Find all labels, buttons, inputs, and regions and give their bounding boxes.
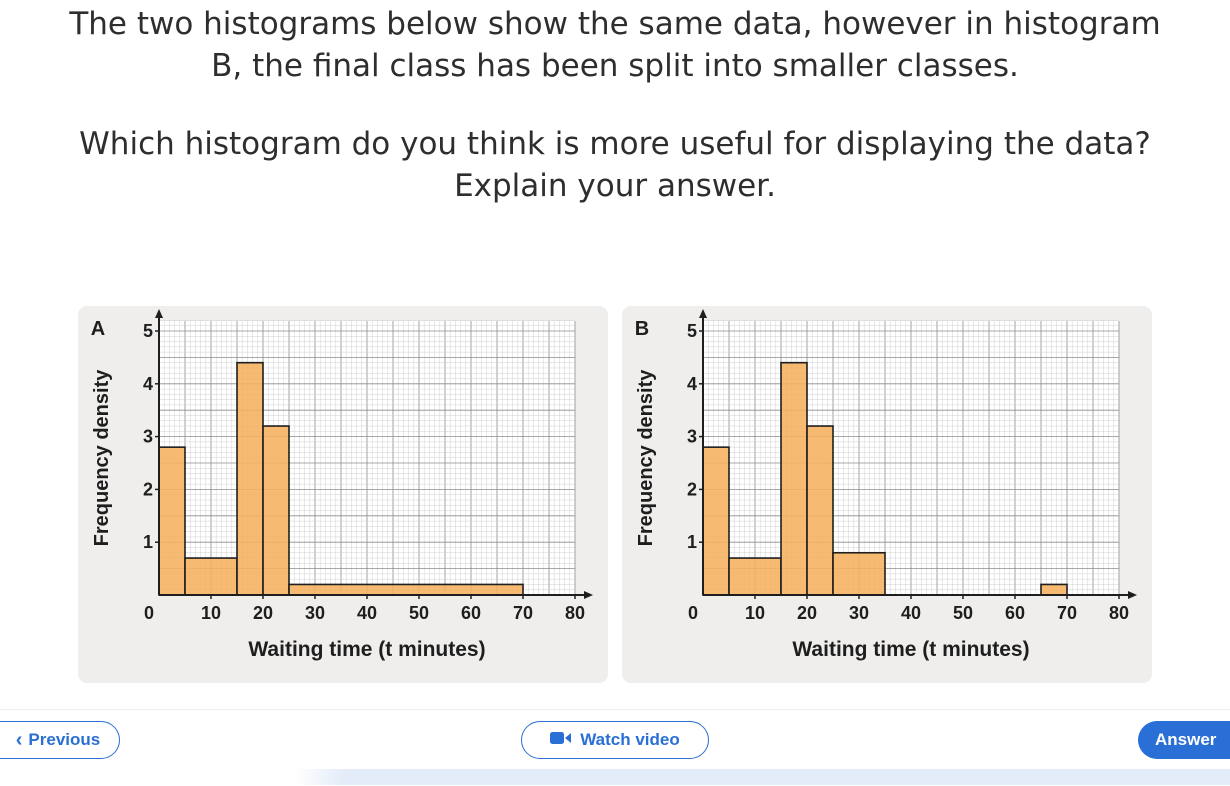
answer-label: Answer (1155, 730, 1217, 749)
histogram-b-panel: 0 10 20 30 40 50 60 70 80 1 2 3 4 5 B Waiting time (t m… (622, 306, 1152, 683)
histogram-a: 0 10 20 30 40 50 60 70 80 1 2 3 4 5 A Waiting time (t m… (91, 309, 593, 661)
y-tick-label: 1 (143, 532, 153, 552)
x-tick-label: 20 (797, 603, 817, 623)
x-tick-label: 60 (1005, 603, 1025, 623)
bottom-navigation-bar (0, 709, 1230, 786)
y-tick-label: 2 (143, 479, 153, 499)
y-tick-label: 3 (143, 427, 153, 447)
x-tick-label: 50 (953, 603, 973, 623)
x-axis-label: Waiting time (t minutes) (792, 638, 1029, 661)
answer-button[interactable]: Answer (1138, 721, 1230, 759)
y-tick-label: 3 (687, 427, 697, 447)
y-tick-label: 1 (687, 532, 697, 552)
histogram-bar (702, 446, 730, 596)
histogram-bar (1040, 583, 1068, 596)
question-line-2: B, the final class has been split into s… (211, 48, 1019, 84)
watch-video-button[interactable]: Watch video (521, 721, 709, 759)
x-axis-arrow (1128, 591, 1137, 599)
x-tick-label: 30 (305, 603, 325, 623)
y-axis-arrow (155, 309, 163, 318)
y-tick-label: 4 (687, 374, 697, 394)
histogram-a-panel: 0 10 20 30 40 50 60 70 80 1 2 3 4 5 A Waiting time (t m… (78, 306, 608, 683)
x-tick-label: 30 (849, 603, 869, 623)
question-line-1: The two histograms below show the same d… (69, 6, 1161, 42)
x-axis-arrow (584, 591, 593, 599)
x-tick-label: 20 (253, 603, 273, 623)
x-tick-label: 40 (357, 603, 377, 623)
chevron-left-icon: ‹ (15, 729, 23, 751)
question-line-4: Explain your answer. (454, 168, 776, 204)
x-tick-label: 70 (1057, 603, 1077, 623)
previous-button[interactable]: ‹ Previous (0, 721, 120, 759)
x-tick-label: 0 (144, 603, 154, 623)
histogram-label: B (635, 318, 649, 340)
x-tick-label: 70 (513, 603, 533, 623)
histogram-bar (780, 361, 808, 596)
x-tick-label: 60 (461, 603, 481, 623)
histogram-bar (832, 551, 886, 596)
y-tick-label: 5 (143, 321, 153, 341)
x-tick-label: 40 (901, 603, 921, 623)
histogram-bar (184, 557, 238, 596)
x-tick-label: 50 (409, 603, 429, 623)
x-tick-label: 80 (1109, 603, 1129, 623)
y-tick-label: 2 (687, 479, 697, 499)
y-axis-label: Frequency density (635, 369, 657, 547)
histogram-bar (158, 446, 186, 596)
video-camera-icon (550, 730, 572, 750)
grid (702, 320, 1120, 596)
histogram-bar (262, 425, 290, 596)
histogram-bar (806, 425, 834, 596)
x-tick-label: 0 (688, 603, 698, 623)
question-line-3: Which histogram do you think is more use… (79, 126, 1151, 162)
histogram-b: 0 10 20 30 40 50 60 70 80 1 2 3 4 5 B Waiting time (t m… (635, 309, 1137, 661)
x-tick-label: 10 (745, 603, 765, 623)
x-tick-label: 10 (201, 603, 221, 623)
y-axis-arrow (699, 309, 707, 318)
x-tick-label: 80 (565, 603, 585, 623)
histogram-bar (288, 583, 524, 596)
y-tick-label: 5 (687, 321, 697, 341)
previous-label: Previous (28, 730, 101, 749)
histogram-label: A (91, 318, 105, 340)
histogram-bar (236, 361, 264, 596)
x-axis-label: Waiting time (t minutes) (248, 638, 485, 661)
watch-video-label: Watch video (580, 730, 680, 749)
y-tick-label: 4 (143, 374, 153, 394)
histogram-bar (728, 557, 782, 596)
question-text-1: The two histograms below show the same d… (0, 3, 1230, 87)
bottom-strip (0, 769, 1230, 785)
y-axis-label: Frequency density (91, 369, 113, 547)
question-text-2: Which histogram do you think is more use… (0, 123, 1230, 207)
grid (158, 320, 576, 596)
